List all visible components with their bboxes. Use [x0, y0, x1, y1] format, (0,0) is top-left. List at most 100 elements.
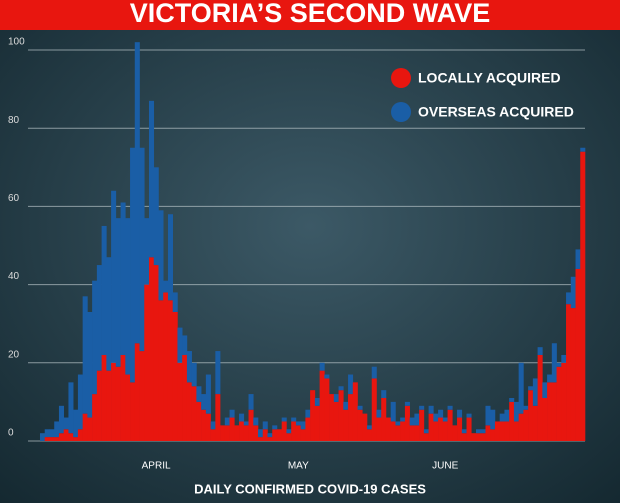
bar [461, 433, 467, 441]
y-tick-label: 40 [8, 271, 20, 282]
bar [167, 214, 173, 301]
bar [101, 354, 107, 441]
bar [186, 351, 192, 383]
bar [111, 190, 117, 363]
bar [476, 433, 482, 441]
bar [205, 374, 211, 414]
bar [92, 280, 98, 395]
bar [371, 366, 377, 379]
bar [92, 394, 98, 441]
bar [262, 421, 268, 430]
bar [177, 327, 183, 363]
bar [547, 382, 553, 441]
bar [73, 437, 79, 441]
bar [523, 409, 529, 441]
bar [570, 308, 576, 441]
bar [229, 417, 235, 441]
bar [513, 421, 519, 441]
bar [566, 292, 572, 305]
bar [49, 429, 55, 438]
bar [58, 433, 64, 441]
bar [77, 374, 83, 430]
bar [404, 401, 410, 406]
bar [532, 405, 538, 441]
bar [243, 421, 249, 426]
bar [77, 429, 83, 441]
x-tick-label: MAY [288, 461, 309, 472]
bar [570, 276, 576, 309]
bar [551, 343, 557, 383]
bar [376, 409, 382, 418]
bar [376, 417, 382, 441]
bar [229, 409, 235, 418]
bar [419, 405, 425, 410]
bar [542, 382, 548, 398]
bar [68, 382, 74, 434]
bar [338, 386, 344, 391]
bar [267, 433, 273, 438]
bar [63, 429, 69, 441]
bar [295, 425, 301, 441]
bar [561, 354, 567, 363]
x-tick-label: JUNE [432, 461, 458, 472]
bar [371, 378, 377, 441]
bar [82, 296, 88, 414]
bar [63, 417, 69, 430]
bar [253, 417, 259, 426]
bar [111, 362, 117, 441]
bar [480, 433, 486, 441]
bar [561, 362, 567, 441]
bar [390, 401, 396, 422]
bar [395, 421, 401, 426]
bar [509, 397, 515, 402]
bar [556, 366, 562, 441]
bar [485, 405, 491, 426]
bar [433, 413, 439, 422]
bar [54, 421, 60, 438]
bar [329, 394, 335, 441]
bar [357, 405, 363, 410]
bar [423, 429, 429, 434]
bar [248, 409, 254, 441]
bar [286, 429, 292, 434]
bar [537, 354, 543, 441]
bar [400, 421, 406, 441]
bar [433, 421, 439, 441]
bar [447, 409, 453, 441]
bar [68, 433, 74, 441]
bar [96, 370, 102, 441]
bar [452, 425, 458, 441]
bar [305, 409, 311, 418]
bar [210, 421, 216, 430]
bar [276, 429, 282, 441]
bar [82, 413, 88, 441]
bar [96, 265, 102, 371]
bar [40, 433, 46, 441]
bar [404, 405, 410, 441]
bar [566, 304, 572, 441]
bar [381, 390, 387, 398]
bar [158, 300, 164, 441]
bar [248, 394, 254, 410]
bar [504, 409, 510, 422]
bar [239, 421, 245, 441]
bar [419, 409, 425, 441]
bar [442, 421, 448, 441]
bar [262, 429, 268, 441]
bar [485, 425, 491, 441]
bar [367, 429, 373, 441]
bar [87, 311, 93, 418]
bar [314, 405, 320, 441]
bar [295, 421, 301, 426]
bar [167, 300, 173, 441]
bar [125, 374, 131, 441]
bar [258, 437, 264, 441]
bar [385, 417, 391, 441]
bar [54, 437, 60, 441]
x-axis-label: DAILY CONFIRMED COVID-19 CASES [194, 481, 426, 496]
x-tick-label: APRIL [142, 461, 171, 472]
bar [409, 425, 415, 441]
bar [144, 284, 150, 441]
bar [409, 417, 415, 426]
bar [224, 425, 230, 441]
